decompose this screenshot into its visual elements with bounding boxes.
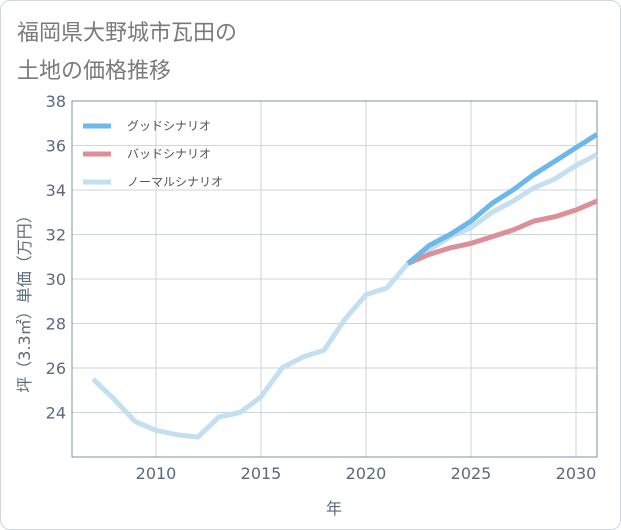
y-tick-label: 24 bbox=[46, 404, 66, 423]
legend-label-2: ノーマルシナリオ bbox=[127, 175, 223, 189]
y-axis-label: 坪（3.3㎡）単価（万円） bbox=[15, 207, 34, 392]
series-line-2 bbox=[91, 152, 599, 440]
plot-frame bbox=[71, 100, 598, 458]
y-tick-label: 32 bbox=[46, 226, 66, 245]
series-line-1 bbox=[407, 198, 598, 266]
y-tick-label: 38 bbox=[46, 92, 66, 111]
x-tick-label: 2020 bbox=[346, 464, 387, 483]
tick-labels: 2010 2015 2020 2025 2030 24 26 28 30 32 34 36 38 bbox=[46, 92, 597, 483]
legend-label-0: グッドシナリオ bbox=[127, 119, 211, 133]
x-tick-label: 2010 bbox=[136, 464, 177, 483]
chart-title-line2: 土地の価格推移 bbox=[17, 59, 172, 84]
chart-title-line1: 福岡県大野城市瓦田の bbox=[17, 21, 238, 46]
y-tick-label: 26 bbox=[46, 359, 66, 378]
y-tick-label: 36 bbox=[46, 137, 66, 156]
y-tick-label: 30 bbox=[46, 270, 66, 289]
y-tick-label: 34 bbox=[46, 181, 66, 200]
x-axis-label: 年 bbox=[326, 499, 342, 518]
legend-label-1: バッドシナリオ bbox=[127, 147, 211, 161]
series-line-0 bbox=[406, 132, 599, 266]
x-tick-label: 2025 bbox=[451, 464, 492, 483]
chart-title: 福岡県大野城市瓦田の 土地の価格推移 bbox=[17, 15, 237, 91]
series-layer bbox=[91, 132, 599, 440]
x-tick-label: 2015 bbox=[241, 464, 282, 483]
y-tick-label: 28 bbox=[46, 315, 66, 334]
x-tick-label: 2030 bbox=[556, 464, 597, 483]
